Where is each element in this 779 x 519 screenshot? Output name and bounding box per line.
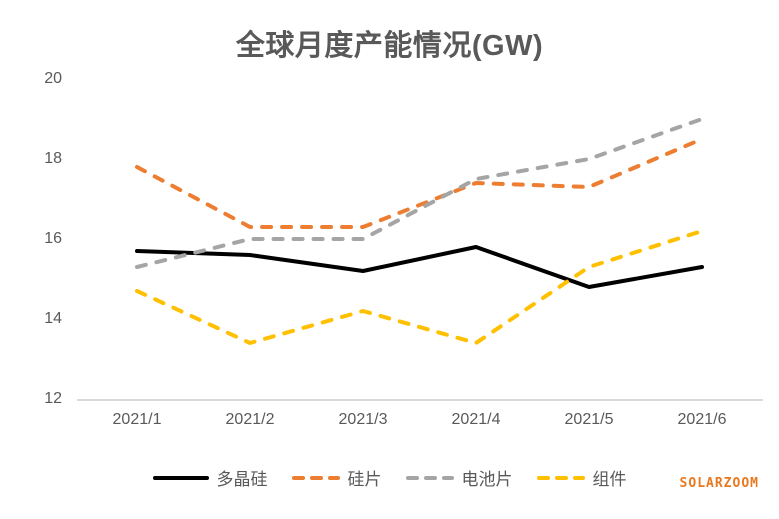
legend-swatch-icon [405, 475, 454, 480]
series-line-3 [135, 229, 704, 345]
series-line-0 [135, 245, 704, 289]
x-tick-label: 2021/4 [451, 411, 501, 428]
legend-label: 硅片 [347, 470, 382, 489]
y-tick-label: 18 [44, 150, 62, 167]
legend-swatch-icon [536, 475, 585, 480]
legend-item-0: 多晶硅 [152, 465, 268, 490]
watermark-solarzoom: SOLARZOOM [679, 476, 759, 491]
x-axis-line [77, 399, 763, 401]
y-tick-label: 14 [44, 310, 62, 327]
legend-label: 组件 [592, 470, 627, 489]
x-tick-label: 2021/3 [338, 411, 388, 428]
series-line-2 [135, 117, 704, 269]
legend-swatch-icon [152, 475, 209, 480]
x-tick-label: 2021/2 [225, 411, 275, 428]
legend-label: 多晶硅 [216, 470, 268, 489]
legend-item-2: 电池片 [405, 465, 513, 490]
legend-item-1: 硅片 [291, 465, 382, 490]
series-line-1 [135, 137, 704, 229]
y-tick-label: 16 [44, 230, 62, 247]
y-tick-label: 12 [44, 390, 62, 407]
legend-label: 电池片 [461, 470, 513, 489]
x-tick-label: 2021/6 [677, 411, 727, 428]
legend: 多晶硅 硅片 电池片 组件 [0, 465, 779, 490]
y-tick-label: 20 [44, 70, 62, 87]
x-tick-label: 2021/5 [564, 411, 614, 428]
x-tick-label: 2021/1 [112, 411, 162, 428]
chart-title: 全球月度产能情况(GW) [235, 30, 544, 62]
legend-swatch-icon [291, 475, 340, 480]
legend-item-3: 组件 [536, 465, 627, 490]
